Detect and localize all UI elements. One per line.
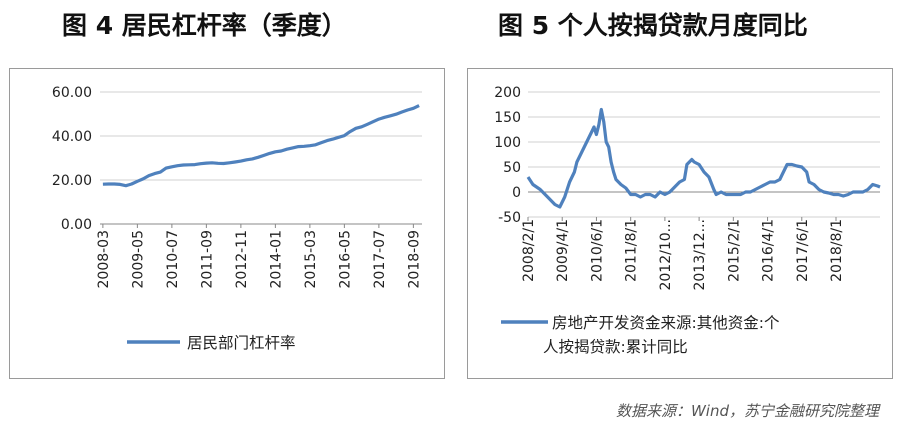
chart2-x-tick-label: 2013/12... (692, 219, 708, 291)
chart1-x-tick-label: 2017-07 (372, 230, 388, 289)
chart2-legend-label: 房地产开发资金来源:其他资金:个人按揭贷款:累计同比 (543, 314, 780, 356)
chart1-y-tick-label: 40.00 (52, 129, 92, 145)
chart1-y-tick-label: 20.00 (52, 173, 92, 189)
chart2-svg: -50 0 50 100 150 200 2008/2/1 2009/4/1 2010/6/1 2… (494, 85, 881, 356)
chart1-x-tick-label: 2018-09 (406, 230, 422, 289)
chart2-x-tick-label: 2012/10... (658, 219, 674, 291)
chart2-x-tick-label: 2016/4/1 (761, 219, 777, 282)
chart2-panel: -50 0 50 100 150 200 2008/2/1 2009/4/1 2010/6/1 2… (467, 68, 893, 379)
chart1-title: 图 4 居民杠杆率（季度） (62, 11, 347, 40)
source-note: 数据来源：Wind，苏宁金融研究院整理 (615, 402, 879, 420)
chart1-series-line (102, 104, 420, 188)
chart1-x-tick-label: 2010-07 (165, 230, 181, 289)
chart2-x-tick-label: 2008/2/1 (521, 219, 537, 282)
chart2-y-tick-label: 100 (494, 135, 521, 151)
chart2-y-tick-label: 0 (512, 185, 521, 201)
chart1-x-tick-label: 2008-03 (96, 230, 112, 289)
chart2-y-tick-label: -50 (498, 210, 521, 226)
chart2-x-tick-label: 2010/6/1 (589, 219, 605, 282)
chart2-x-tick-label: 2017/6/1 (795, 219, 811, 282)
chart2-y-tick-label: 200 (494, 85, 521, 101)
chart1-x-tick-label: 2012-11 (234, 230, 250, 289)
chart1-x-tick-label: 2015-03 (303, 230, 319, 289)
chart2-series-line (526, 107, 881, 209)
chart1-y-tick-label: 0.00 (61, 217, 92, 233)
chart2-legend-label-line2: 人按揭贷款:累计同比 (543, 338, 688, 356)
chart1-x-tick-label: 2011-09 (199, 230, 215, 289)
chart2-x-tick-label: 2011/8/1 (624, 219, 640, 282)
chart1-x-tick-label: 2009-05 (130, 230, 146, 289)
chart2-x-tick-label: 2018/8/1 (829, 219, 845, 282)
chart2-legend-label-line1: 房地产开发资金来源:其他资金:个 (552, 314, 780, 332)
chart1-panel: 0.00 20.00 40.00 60.00 2008-03 2009-05 2010-07… (9, 68, 445, 379)
chart2-y-tick-label: 50 (503, 160, 521, 176)
chart1-y-tick-label: 60.00 (52, 85, 92, 101)
chart1-svg: 0.00 20.00 40.00 60.00 2008-03 2009-05 2010-07… (52, 85, 422, 352)
chart2-x-tick-label: 2009/4/1 (555, 219, 571, 282)
chart1-x-tick-label: 2016-05 (337, 230, 353, 289)
chart1-x-tick-label: 2014-01 (268, 230, 284, 289)
chart2-y-tick-label: 150 (494, 110, 521, 126)
chart2-x-tick-label: 2015/2/1 (726, 219, 742, 282)
chart1-legend-label: 居民部门杠杆率 (187, 334, 296, 352)
chart2-title: 图 5 个人按揭贷款月度同比 (498, 11, 808, 40)
